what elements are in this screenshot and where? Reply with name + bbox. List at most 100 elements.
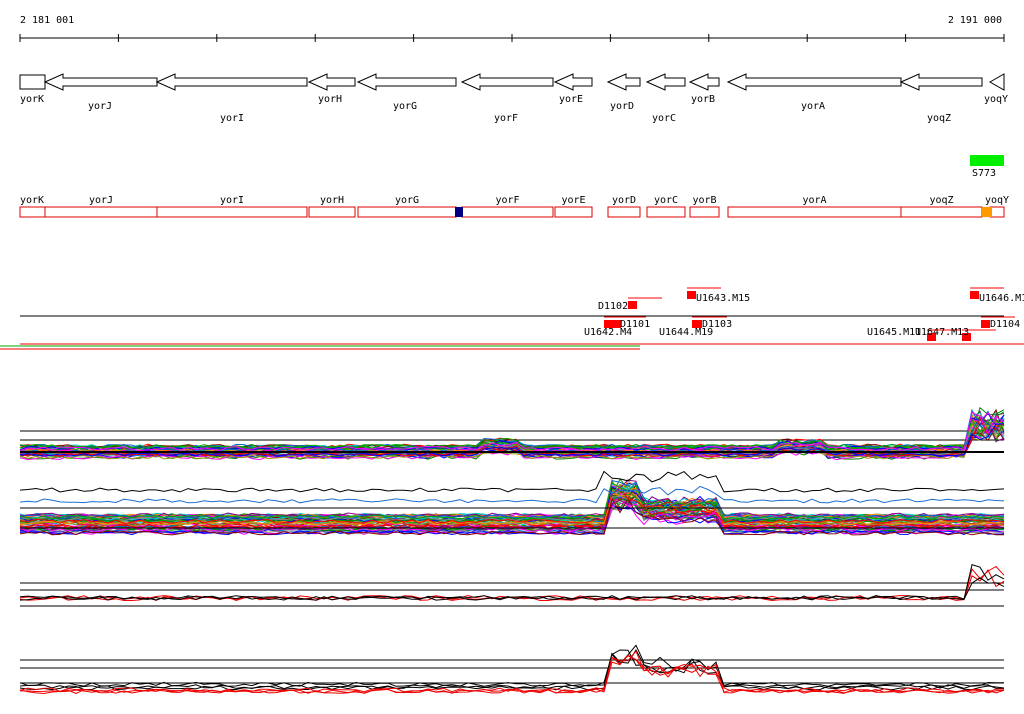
annotation-box <box>689 206 720 218</box>
trace <box>19 497 1004 536</box>
trace <box>19 492 1005 526</box>
feature-box <box>962 333 971 341</box>
gene-label: yorI <box>220 113 244 124</box>
annotation-label: yorI <box>220 195 244 206</box>
gene-arrow <box>726 73 902 91</box>
expression-tracks <box>19 406 1005 695</box>
gene-arrow <box>688 73 720 91</box>
gene-label: yorC <box>652 113 676 124</box>
annotation-label: yorH <box>320 195 344 206</box>
annotation-label: yorC <box>654 195 678 206</box>
annotation-box <box>727 206 902 218</box>
annotation-mark <box>455 207 463 217</box>
annotation-box <box>554 206 593 218</box>
trace <box>19 418 1005 449</box>
gene-arrow <box>899 73 983 91</box>
feature-box <box>981 320 990 328</box>
feature-label: U1645.M11 <box>867 327 921 338</box>
annotation-box <box>461 206 554 218</box>
annotation-label: yorB <box>692 195 716 206</box>
annotation-box <box>44 206 158 218</box>
trace <box>19 485 1005 504</box>
feature-label: D1104 <box>990 319 1020 330</box>
trace <box>19 479 1005 519</box>
gene-label: yorJ <box>88 101 112 112</box>
gene-arrow <box>356 73 457 91</box>
trace <box>19 648 1005 690</box>
trace <box>19 650 1005 693</box>
trace <box>19 422 1005 460</box>
annotation-label: yorF <box>495 195 519 206</box>
gene-label: yoqY <box>984 94 1008 105</box>
annotation-label: yorG <box>395 195 419 206</box>
feature-label: D1102 <box>598 301 628 312</box>
annotation-box <box>646 206 686 218</box>
annotation-box <box>607 206 641 218</box>
gene-arrow <box>606 73 641 91</box>
gene-label: yorB <box>691 94 715 105</box>
ruler-start: 2 181 001 <box>20 15 74 26</box>
annotation-box <box>357 206 457 218</box>
feature-box <box>612 320 621 328</box>
annotation-label: yorK <box>20 195 44 206</box>
trace <box>19 470 1005 493</box>
gene-box <box>19 74 46 90</box>
segment-box <box>970 155 1004 166</box>
feature-label: U1643.M15 <box>696 293 750 304</box>
annotation-label: yorD <box>612 195 636 206</box>
feature-label: U1647.M13 <box>915 327 969 338</box>
annotation-box <box>900 206 983 218</box>
feature-label: U1642.M4 <box>584 327 632 338</box>
gene-label: yorF <box>494 113 518 124</box>
trace <box>19 411 1005 452</box>
feature-box <box>693 320 702 328</box>
feature-box <box>628 301 637 309</box>
feature-box <box>927 333 936 341</box>
feature-label: D1103 <box>702 319 732 330</box>
trace <box>19 486 1005 524</box>
gene-arrow <box>553 73 593 91</box>
trace <box>19 481 1005 520</box>
ruler-end: 2 191 000 <box>948 15 1002 26</box>
annotation-box <box>156 206 308 218</box>
gene-arrow <box>460 73 554 91</box>
trace <box>19 490 1005 522</box>
trace <box>19 563 1005 601</box>
gene-label: yorE <box>559 94 583 105</box>
gene-label: yorH <box>318 94 342 105</box>
segment-label: S773 <box>972 168 996 179</box>
trace <box>19 577 1005 601</box>
trace <box>19 503 1004 536</box>
annotation-box <box>19 206 46 218</box>
trace <box>19 479 1005 518</box>
annotation-label: yorA <box>802 195 826 206</box>
trace <box>19 649 1005 691</box>
gene-label: yorK <box>20 94 44 105</box>
annotation-box <box>308 206 356 218</box>
gene-arrow <box>307 73 356 91</box>
trace <box>19 478 1005 519</box>
annotation-label: yorE <box>561 195 585 206</box>
trace <box>19 480 1005 520</box>
trace <box>19 655 1005 695</box>
trace <box>19 477 1005 519</box>
trace <box>19 423 1005 457</box>
gene-arrow <box>43 73 158 91</box>
annotation-label: yoqZ <box>929 195 953 206</box>
feature-box <box>970 291 979 299</box>
gene-arrow <box>645 73 686 91</box>
feature-box <box>687 291 696 299</box>
feature-box <box>604 320 613 328</box>
gene-arrow <box>988 73 1005 91</box>
gene-label: yorA <box>801 101 825 112</box>
feature-label: U1646.M1 <box>979 293 1024 304</box>
gene-label: yorD <box>610 101 634 112</box>
annotation-label: yoqY <box>985 195 1009 206</box>
annotation-label: yorJ <box>89 195 113 206</box>
gene-arrow <box>155 73 308 91</box>
gene-label: yoqZ <box>927 113 951 124</box>
gene-label: yorG <box>393 101 417 112</box>
feature-label: D1101 <box>620 319 650 330</box>
